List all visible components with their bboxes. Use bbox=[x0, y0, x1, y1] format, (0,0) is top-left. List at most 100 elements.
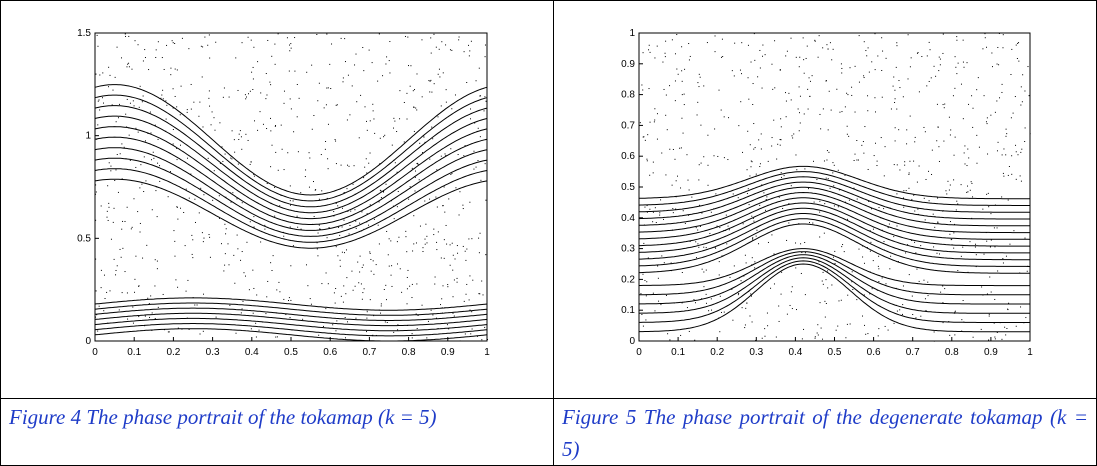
orbit-point bbox=[1020, 151, 1022, 153]
x-tick-label: 0.9 bbox=[441, 347, 455, 358]
orbit-point bbox=[918, 91, 920, 93]
orbit-point bbox=[646, 205, 648, 207]
orbit-point bbox=[723, 311, 725, 313]
orbit-point bbox=[288, 70, 290, 72]
orbit-point bbox=[351, 85, 353, 87]
orbit-point bbox=[659, 214, 661, 216]
orbit-point bbox=[644, 139, 646, 141]
orbit-point bbox=[176, 159, 178, 161]
orbit-point bbox=[785, 100, 787, 102]
orbit-point bbox=[663, 218, 665, 220]
orbit-point bbox=[422, 251, 424, 253]
orbit-point bbox=[137, 211, 139, 213]
orbit-point bbox=[322, 325, 324, 327]
orbit-point bbox=[972, 336, 974, 338]
orbit-point bbox=[918, 280, 920, 282]
orbit-point bbox=[430, 309, 432, 311]
orbit-point bbox=[161, 57, 163, 59]
orbit-point bbox=[416, 109, 418, 111]
orbit-point bbox=[701, 212, 703, 214]
orbit-point bbox=[188, 197, 190, 199]
orbit-point bbox=[657, 265, 659, 267]
orbit-point bbox=[998, 33, 1000, 35]
orbit-point bbox=[307, 285, 309, 287]
orbit-point bbox=[906, 129, 908, 131]
orbit-point bbox=[761, 337, 763, 339]
orbit-point bbox=[237, 163, 239, 165]
orbit-point bbox=[211, 111, 213, 113]
orbit-point bbox=[451, 49, 453, 51]
orbit-point bbox=[686, 154, 688, 156]
orbit-point bbox=[365, 158, 367, 160]
orbit-point bbox=[749, 175, 751, 177]
orbit-point bbox=[292, 245, 294, 247]
orbit-point bbox=[1015, 325, 1017, 327]
orbit-point bbox=[998, 64, 1000, 66]
orbit-point bbox=[414, 190, 416, 192]
orbit-point bbox=[416, 73, 418, 75]
orbit-point bbox=[314, 189, 316, 191]
orbit-point bbox=[705, 302, 707, 304]
orbit-point bbox=[912, 314, 914, 316]
orbit-point bbox=[335, 202, 337, 204]
orbit-point bbox=[1020, 86, 1022, 88]
orbit-point bbox=[956, 200, 958, 202]
orbit-point bbox=[718, 274, 720, 276]
orbit-point bbox=[780, 293, 782, 295]
orbit-point bbox=[682, 132, 684, 134]
orbit-point bbox=[407, 36, 409, 38]
orbit-point bbox=[680, 187, 682, 189]
orbit-curve bbox=[638, 207, 1030, 254]
orbit-point bbox=[760, 148, 762, 150]
orbit-point bbox=[807, 88, 809, 90]
figure-plot: 0 0.1 0.2 0.3 0.4 0.5 0.6 0.7 0.8 0.9 100.511.5 bbox=[77, 28, 490, 358]
orbit-point bbox=[937, 222, 939, 224]
orbit-point bbox=[644, 206, 646, 208]
orbit-point bbox=[776, 158, 778, 160]
orbit-point bbox=[117, 117, 119, 119]
orbit-curve bbox=[639, 223, 1030, 274]
orbit-point bbox=[364, 106, 366, 108]
orbit-point bbox=[262, 123, 264, 125]
orbit-point bbox=[745, 262, 747, 264]
orbit-point bbox=[1003, 175, 1005, 177]
orbit-point bbox=[193, 101, 195, 103]
orbit-point bbox=[976, 89, 978, 91]
orbit-point bbox=[989, 246, 991, 248]
orbit-point bbox=[391, 265, 393, 267]
orbit-point bbox=[344, 38, 346, 40]
orbit-point bbox=[184, 245, 186, 247]
orbit-point bbox=[253, 287, 255, 289]
orbit-point bbox=[384, 321, 386, 323]
orbit-point bbox=[451, 242, 453, 244]
orbit-point bbox=[449, 49, 451, 51]
orbit-point bbox=[1018, 42, 1020, 44]
orbit-point bbox=[401, 291, 403, 293]
orbit-point bbox=[988, 339, 990, 341]
orbit-point bbox=[1020, 104, 1022, 106]
orbit-point bbox=[424, 238, 426, 240]
orbit-point bbox=[997, 46, 999, 48]
orbit-point bbox=[679, 147, 681, 149]
orbit-point bbox=[318, 82, 320, 84]
orbit-point bbox=[779, 69, 781, 71]
orbit-point bbox=[828, 90, 830, 92]
orbit-point bbox=[426, 242, 428, 244]
orbit-point bbox=[790, 291, 792, 293]
orbit-point bbox=[269, 81, 271, 83]
orbit-point bbox=[150, 295, 152, 297]
x-tick-label: 0.8 bbox=[402, 347, 416, 358]
orbit-point bbox=[904, 161, 906, 163]
orbit-point bbox=[846, 133, 848, 135]
orbit-point bbox=[162, 98, 164, 100]
orbit-point bbox=[249, 90, 251, 92]
orbit-point bbox=[190, 173, 192, 175]
orbit-point bbox=[203, 194, 205, 196]
orbit-point bbox=[327, 87, 329, 89]
orbit-point bbox=[878, 255, 880, 257]
orbit-point bbox=[358, 282, 360, 284]
orbit-point bbox=[385, 183, 387, 185]
orbit-point bbox=[889, 268, 891, 270]
orbit-point bbox=[993, 322, 995, 324]
orbit-point bbox=[168, 331, 170, 333]
